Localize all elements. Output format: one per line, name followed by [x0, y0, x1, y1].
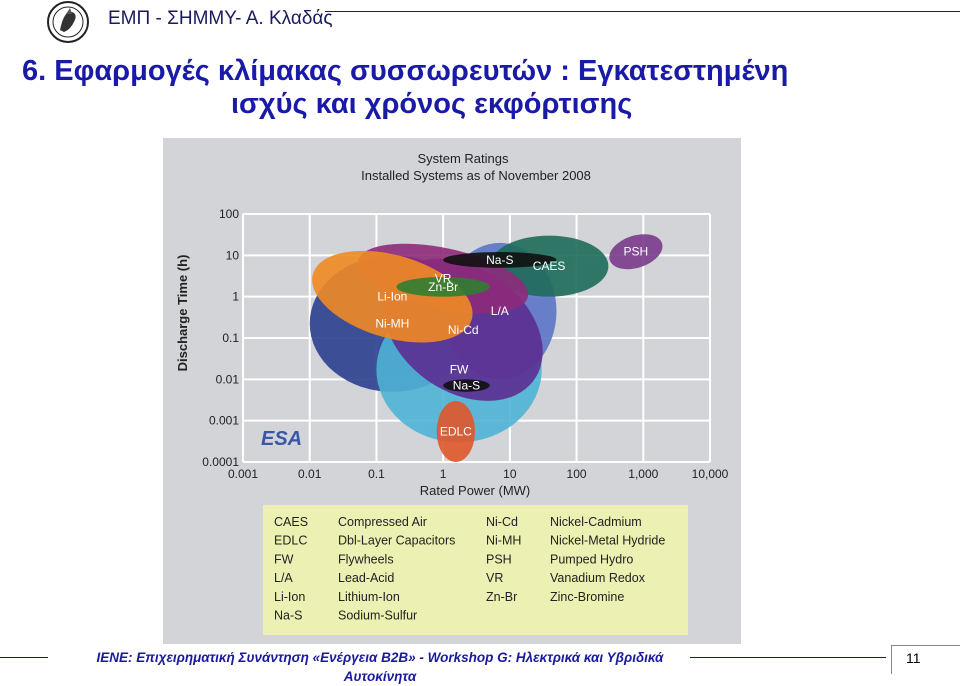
region-label: Na-S [453, 379, 480, 393]
y-tick-label: 0.1 [222, 331, 239, 345]
region-label: CAES [533, 259, 566, 273]
slide-title-line1: 6. Εφαρμογές κλίμακας συσσωρευτών : Εγκα… [22, 55, 789, 87]
chart-legend: CAES Compressed Air EDLC Dbl-Layer Capacito… [274, 515, 665, 623]
legend-abbr: FW [274, 552, 294, 566]
x-tick-label: 100 [567, 467, 587, 481]
region-na-s [443, 379, 490, 392]
footer-divider-left [0, 657, 48, 658]
y-tick-label: 100 [219, 207, 239, 221]
y-tick-label: 1 [232, 290, 239, 304]
region-label: Zn-Br [428, 280, 458, 294]
region-na-s [443, 252, 557, 268]
legend-name: Nickel-Metal Hydride [550, 534, 665, 548]
y-tick-labels: 100 10 1 0.1 0.01 0.001 0.0001 [202, 207, 239, 469]
chart-title: System Ratings [417, 151, 509, 166]
header-institution: ΕΜΠ - ΣΗΜΜΥ- Α. Κλαδάς [108, 8, 333, 29]
region-label: Ni-Cd [448, 323, 479, 337]
chart-region-labels: Ni-MH FW L/A CAES Ni-Cd VR Li-Ion Zn-Br Na-S Na-S… [375, 245, 648, 439]
x-axis-label: Rated Power (MW) [420, 483, 531, 498]
y-axis-label: Discharge Time (h) [175, 255, 190, 372]
legend-name: Lithium-Ion [338, 590, 400, 604]
y-tick-label: 0.001 [209, 414, 239, 428]
legend-abbr: Zn-Br [486, 590, 517, 604]
legend-box [263, 505, 688, 635]
legend-abbr: EDLC [274, 534, 307, 548]
y-tick-label: 10 [226, 248, 240, 262]
chart-subtitle: Installed Systems as of November 2008 [361, 168, 591, 183]
university-logo [47, 1, 89, 43]
region-zn-br [396, 276, 490, 297]
system-ratings-figure: System Ratings Installed Systems as of N… [163, 138, 741, 644]
x-tick-label: 0.001 [228, 467, 258, 481]
slide-title-line2: ισχύς και χρόνος εκφόρτισης [231, 88, 633, 120]
header-divider [325, 11, 960, 12]
x-tick-label: 1 [440, 467, 447, 481]
region-label: L/A [491, 304, 509, 318]
x-tick-label: 0.01 [298, 467, 322, 481]
legend-abbr: PSH [486, 552, 512, 566]
region-label: Na-S [486, 253, 513, 267]
region-li-ion [312, 250, 473, 343]
page-number-box [891, 645, 960, 674]
x-tick-label: 10 [503, 467, 517, 481]
legend-name: Flywheels [338, 552, 394, 566]
legend-abbr: CAES [274, 515, 308, 529]
legend-name: Vanadium Redox [550, 571, 646, 585]
legend-name: Pumped Hydro [550, 552, 633, 566]
footer-text: IENE: Επιχειρηματική Συνάντηση «Ενέργεια… [96, 650, 664, 684]
footer-divider-right [690, 657, 886, 658]
slide-title: 6. Εφαρμογές κλίμακας συσσωρευτών : Εγκα… [22, 55, 952, 121]
region-edlc [436, 400, 475, 463]
legend-name: Sodium-Sulfur [338, 609, 417, 623]
legend-abbr: Ni-MH [486, 534, 521, 548]
legend-abbr: L/A [274, 571, 293, 585]
legend-name: Nickel-Cadmium [550, 515, 642, 529]
legend-abbr: VR [486, 571, 503, 585]
region-label: Ni-MH [375, 317, 409, 331]
region-label: PSH [624, 245, 649, 259]
legend-name: Zinc-Bromine [550, 590, 624, 604]
legend-abbr: Ni-Cd [486, 515, 518, 529]
x-tick-label: 1,000 [628, 467, 658, 481]
region-label: VR [435, 272, 452, 286]
y-tick-label: 0.01 [216, 372, 240, 386]
region-label: Li-Ion [377, 290, 407, 304]
region-label: EDLC [440, 424, 472, 438]
y-tick-label: 0.0001 [202, 455, 239, 469]
x-tick-label: 10,000 [692, 467, 729, 481]
x-tick-labels: 0.001 0.01 0.1 1 10 100 1,000 10,000 [228, 467, 729, 481]
legend-abbr: Na-S [274, 609, 302, 623]
legend-name: Dbl-Layer Capacitors [338, 534, 455, 548]
x-tick-label: 0.1 [368, 467, 385, 481]
system-ratings-chart: System Ratings Installed Systems as of N… [175, 151, 729, 635]
legend-name: Compressed Air [338, 515, 427, 529]
chart-regions [309, 234, 663, 463]
legend-name: Lead-Acid [338, 571, 394, 585]
esa-logo: ESA [261, 428, 302, 450]
region-psh [609, 234, 663, 270]
legend-abbr: Li-Ion [274, 590, 305, 604]
region-label: FW [450, 362, 469, 376]
page-number: 11 [906, 650, 921, 666]
